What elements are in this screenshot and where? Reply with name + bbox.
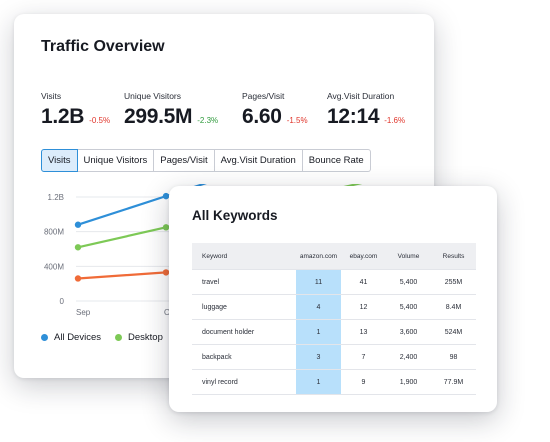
cell-ebay: 7 [341,344,386,370]
x-tick-label: Sep [76,308,91,317]
tab-avg-visit-duration[interactable]: Avg.Visit Duration [214,149,303,172]
cell-keyword: vinyl record [192,369,296,395]
data-point [162,269,170,276]
cell-results: 8.4M [431,294,476,320]
cell-results: 98 [431,344,476,370]
legend-label: All Devices [54,332,101,343]
all-keywords-card: All Keywords Keyword amazon.com ebay.com… [169,186,497,412]
cell-amazon: 4 [296,294,341,320]
column-header-keyword[interactable]: Keyword [192,243,296,270]
data-point [74,221,82,228]
cell-amazon: 3 [296,344,341,370]
cell-volume: 1,900 [386,369,431,395]
chart-legend: All Devices Desktop [41,332,177,343]
column-header-results[interactable]: Results [431,243,476,270]
metric-visits: Visits 1.2B -0.5% [41,91,110,129]
data-point [74,275,82,282]
cell-results: 524M [431,319,476,345]
tab-pages-visit[interactable]: Pages/Visit [154,149,215,172]
metric-delta: -2.3% [197,116,219,125]
data-point [74,244,82,251]
cell-ebay: 12 [341,294,386,320]
metric-value: 6.60 [242,105,282,128]
y-tick-label: 0 [60,297,65,306]
cell-keyword: document holder [192,319,296,345]
cell-results: 77.9M [431,369,476,395]
table-row[interactable]: travel 11 41 5,400 255M [192,269,476,295]
metric-tabs: Visits Unique Visitors Pages/Visit Avg.V… [41,149,371,172]
cell-keyword: backpack [192,344,296,370]
cell-keyword: luggage [192,294,296,320]
metric-unique-visitors: Unique Visitors 299.5M -2.3% [124,91,218,129]
column-header-ebay[interactable]: ebay.com [341,243,386,270]
metric-label: Avg.Visit Duration [327,91,395,101]
cell-amazon: 1 [296,319,341,345]
tab-bounce-rate[interactable]: Bounce Rate [302,149,371,172]
metric-label: Unique Visitors [124,91,182,101]
legend-dot-all-devices [41,334,48,341]
metric-value: 299.5M [124,105,193,128]
table-row[interactable]: document holder 1 13 3,600 524M [192,319,476,345]
all-keywords-title: All Keywords [192,208,278,223]
table-row[interactable]: backpack 3 7 2,400 98 [192,344,476,370]
cell-amazon: 11 [296,269,341,295]
table-header-row: Keyword amazon.com ebay.com Volume Resul… [192,243,476,270]
cell-ebay: 13 [341,319,386,345]
y-tick-label: 1.2B [48,193,64,202]
legend-desktop[interactable]: Desktop [115,332,163,343]
metric-delta: -1.6% [384,116,406,125]
data-point [162,224,170,231]
cell-volume: 2,400 [386,344,431,370]
legend-dot-desktop [115,334,122,341]
metric-value: 12:14 [327,105,380,128]
column-header-amazon[interactable]: amazon.com [296,243,341,270]
y-tick-label: 400M [44,262,64,271]
tab-unique-visitors[interactable]: Unique Visitors [77,149,155,172]
cell-amazon: 1 [296,369,341,395]
cell-ebay: 41 [341,269,386,295]
table-row[interactable]: vinyl record 1 9 1,900 77.9M [192,369,476,395]
legend-all-devices[interactable]: All Devices [41,332,101,343]
cell-volume: 3,600 [386,319,431,345]
metric-label: Pages/Visit [242,91,285,101]
metric-value: 1.2B [41,105,85,128]
metric-delta: -0.5% [89,116,111,125]
column-header-volume[interactable]: Volume [386,243,431,270]
metric-label: Visits [41,91,62,101]
table-row[interactable]: luggage 4 12 5,400 8.4M [192,294,476,320]
cell-keyword: travel [192,269,296,295]
cell-ebay: 9 [341,369,386,395]
cell-results: 255M [431,269,476,295]
y-tick-label: 800M [44,228,64,237]
tab-visits[interactable]: Visits [41,149,78,172]
traffic-overview-title: Traffic Overview [41,38,165,55]
data-point [162,192,170,200]
metric-delta: -1.5% [286,116,308,125]
legend-label: Desktop [128,332,163,343]
metric-avg-visit-duration: Avg.Visit Duration 12:14 -1.6% [327,91,405,129]
cell-volume: 5,400 [386,269,431,295]
keywords-table: Keyword amazon.com ebay.com Volume Resul… [192,243,476,395]
metric-pages-visit: Pages/Visit 6.60 -1.5% [242,91,308,129]
cell-volume: 5,400 [386,294,431,320]
